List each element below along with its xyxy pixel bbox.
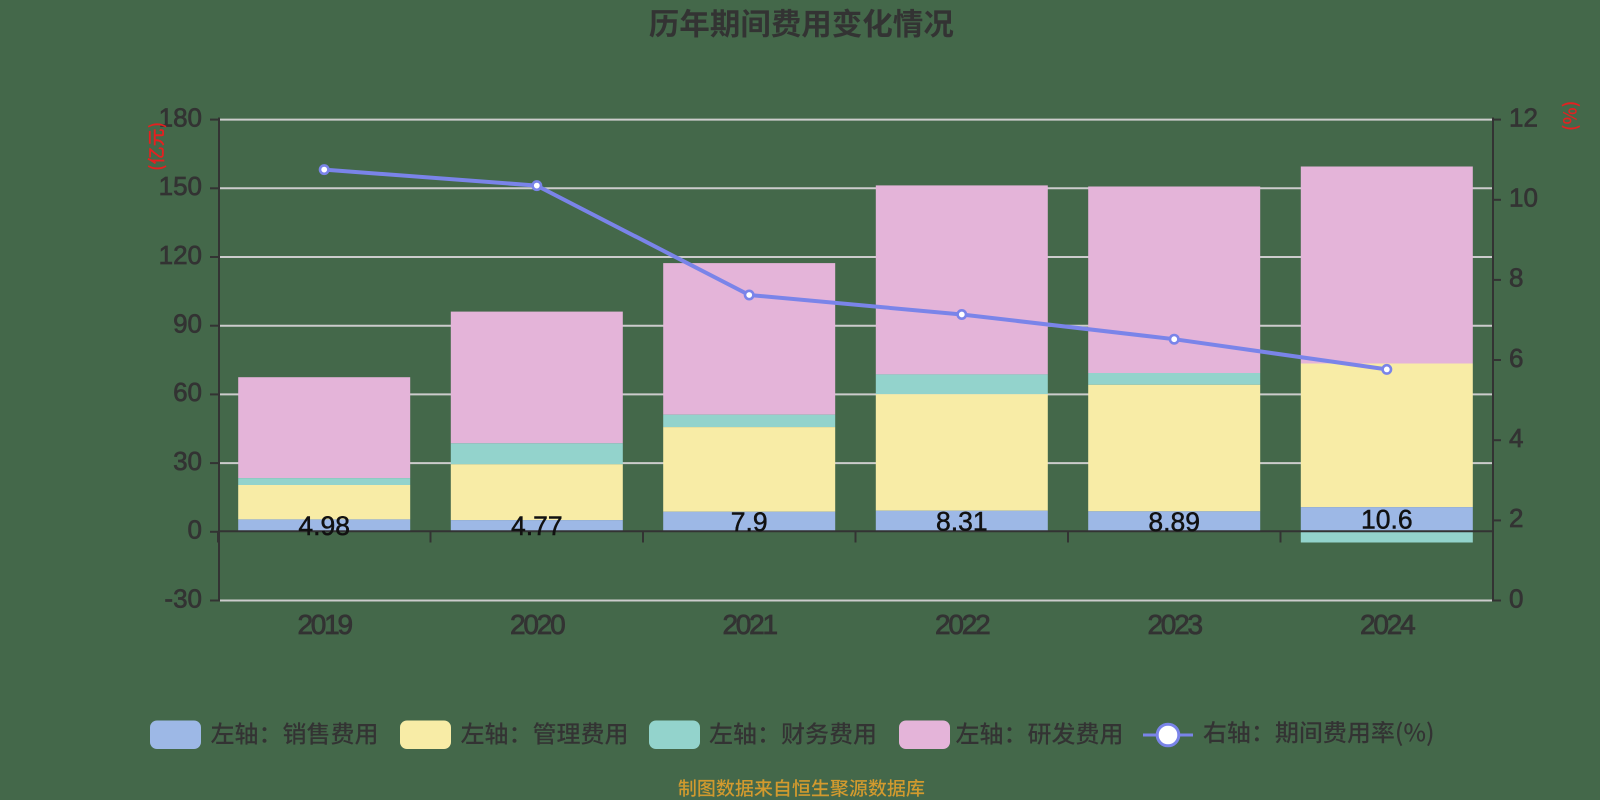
- svg-text:4: 4: [1509, 423, 1523, 453]
- svg-text:2020: 2020: [510, 609, 565, 640]
- svg-text:6: 6: [1509, 343, 1523, 373]
- svg-text:7.9: 7.9: [731, 507, 768, 537]
- svg-text:120: 120: [159, 240, 202, 270]
- svg-text:8.89: 8.89: [1148, 507, 1200, 537]
- svg-text:180: 180: [159, 102, 202, 132]
- svg-text:90: 90: [173, 309, 202, 339]
- svg-text:12: 12: [1509, 102, 1538, 132]
- svg-text:2019: 2019: [297, 609, 352, 640]
- svg-text:8: 8: [1509, 263, 1523, 293]
- svg-text:4.77: 4.77: [511, 511, 563, 541]
- svg-text:30: 30: [173, 446, 202, 476]
- svg-text:2021: 2021: [722, 609, 777, 640]
- svg-text:8.31: 8.31: [936, 507, 988, 537]
- svg-text:10: 10: [1509, 183, 1538, 213]
- svg-text:4.98: 4.98: [298, 511, 350, 541]
- svg-text:60: 60: [173, 377, 202, 407]
- svg-text:0: 0: [1509, 583, 1523, 613]
- svg-text:0: 0: [188, 515, 202, 545]
- svg-text:2022: 2022: [935, 609, 990, 640]
- svg-text:-30: -30: [164, 583, 202, 613]
- svg-text:2: 2: [1509, 503, 1523, 533]
- svg-text:10.6: 10.6: [1361, 505, 1413, 535]
- svg-text:2024: 2024: [1360, 609, 1415, 640]
- svg-text:2023: 2023: [1147, 609, 1202, 640]
- svg-text:150: 150: [159, 171, 202, 201]
